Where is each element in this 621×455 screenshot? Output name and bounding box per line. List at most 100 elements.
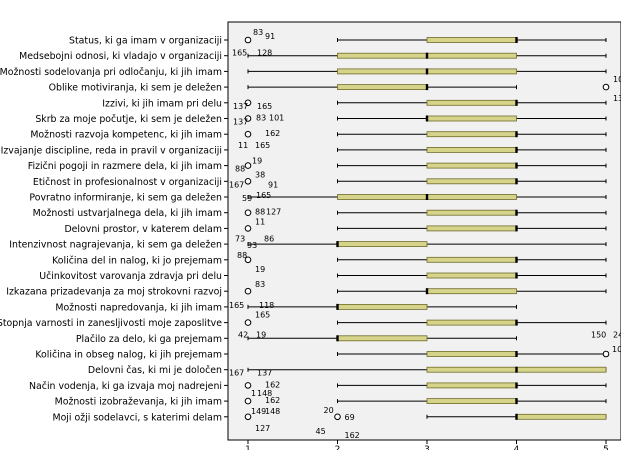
box-row: Učinkovitost varovanja zdravja pri delu xyxy=(39,271,607,282)
outlier-label: 19 xyxy=(252,157,262,166)
box xyxy=(337,84,428,90)
box xyxy=(516,413,607,420)
outlier-label: 104 xyxy=(613,75,621,84)
box-row: Količina del in nalog, ki jo prejemam 88 1… xyxy=(52,251,607,274)
box-row: Možnosti razvoja kompetenc, ki jih imam 1… xyxy=(30,129,607,141)
outlier-label: 86 xyxy=(264,234,274,243)
box-row: Fizični pogoji in razmere dela, ki jih i… xyxy=(28,157,607,174)
outlier-label: 19 xyxy=(255,265,265,274)
box-row: Izzivi, ki jih imam pri delu 131 137 165 xyxy=(102,94,621,111)
outlier-label: 1 xyxy=(251,389,256,398)
outlier-label: 148 xyxy=(265,407,280,416)
outlier-point xyxy=(602,83,610,91)
category-label: Povratno informiranje, ki sem ga deležen xyxy=(29,193,222,204)
outlier-label: 93 xyxy=(247,241,257,250)
outlier-label: 137 xyxy=(257,369,272,378)
outlier-point xyxy=(334,413,341,421)
category-label: Izkazana prizadevanja za moj strokovni r… xyxy=(6,287,222,298)
x-axis: 1 2 3 4 5 xyxy=(245,440,609,455)
box xyxy=(337,335,428,342)
x-tick-label: 5 xyxy=(603,445,609,450)
box-row: Možnosti ustvarjalnega dela, ki jih imam… xyxy=(33,208,607,219)
box xyxy=(337,303,428,310)
box-row: Izvajanje discipline, reda in pravil v o… xyxy=(1,141,607,156)
box-row: Delovni prostor, v katerem delam 11 73 86 xyxy=(64,217,607,243)
outlier-point xyxy=(244,256,252,264)
outlier-point xyxy=(244,115,252,122)
category-label: Način vodenja, ki ga izvaja moj nadrejen… xyxy=(29,381,222,392)
box xyxy=(426,351,517,357)
category-label: Količina del in nalog, ki jo prejemam xyxy=(52,255,222,266)
outlier-label: 137 xyxy=(233,118,248,127)
outlier-label: 20 xyxy=(324,406,334,415)
outlier-label: 165 xyxy=(256,191,271,200)
category-label: Učinkovitost varovanja zdravja pri delu xyxy=(39,271,222,282)
box xyxy=(426,256,517,263)
category-label: Možnosti ustvarjalnega dela, ki jih imam xyxy=(33,208,222,219)
outlier-label: 162 xyxy=(265,380,280,389)
box xyxy=(426,382,517,389)
box-row: Povratno informiranje, ki sem ga deležen… xyxy=(29,191,607,204)
outlier-label: 11 xyxy=(238,141,248,150)
outlier-label: 165 xyxy=(255,141,270,150)
outlier-label: 167 xyxy=(229,369,244,378)
outlier-label: 148 xyxy=(257,389,272,398)
outlier-label: 38 xyxy=(255,170,265,179)
box-row: Intenzivnost nagrajevanja, ki sem ga del… xyxy=(9,240,607,251)
x-tick-label: 3 xyxy=(424,445,430,450)
outlier-label: 165 xyxy=(255,311,270,320)
category-label: Delovni čas, ki mi je določen xyxy=(88,365,222,376)
box-row: Možnosti izobraževanja, ki jih imam 1 1481… xyxy=(55,389,607,408)
outlier-point xyxy=(244,397,252,405)
outlier-label: 24 xyxy=(613,330,621,339)
box-row: Skrb za moje počutje, ki sem je deležen 1… xyxy=(35,114,607,127)
category-label: Plačilo za delo, ki ga prejemam xyxy=(76,334,222,345)
outlier-point xyxy=(244,130,252,138)
outlier-label: 42 xyxy=(238,330,248,339)
box-row: Medsebojni odnosi, ki vladajo v organiza… xyxy=(19,49,607,62)
outlier-label: 107 xyxy=(612,345,621,354)
box-row: Način vodenja, ki ga izvaja moj nadrejen… xyxy=(29,380,607,392)
category-label: Fizični pogoji in razmere dela, ki jih i… xyxy=(28,161,222,172)
box-row: Plačilo za delo, ki ga prejemam 42 19 150 24 xyxy=(76,330,621,345)
category-label: Stopnja varnosti in zanesljivosti moje z… xyxy=(0,318,222,329)
box-row: Stopnja varnosti in zanesljivosti moje z… xyxy=(0,311,607,329)
category-label: Možnosti sodelovanja pri odločanju, ki j… xyxy=(0,67,222,78)
outlier-label: 59 xyxy=(242,194,252,203)
outlier-label: 83 xyxy=(255,280,265,289)
box xyxy=(426,131,517,138)
outlier-point xyxy=(244,382,252,389)
category-label: Izvajanje discipline, reda in pravil v o… xyxy=(1,145,222,156)
category-label: Intenzivnost nagrajevanja, ki sem ga del… xyxy=(9,240,222,251)
outlier-point xyxy=(244,287,252,295)
outlier-label: 137 xyxy=(233,102,248,111)
outlier-label: 150 xyxy=(591,330,606,339)
category-label: Moji ožji sodelavci, s katerimi delam xyxy=(52,412,222,423)
outlier-point xyxy=(602,350,610,358)
box xyxy=(426,288,517,295)
outlier-label: 91 xyxy=(265,32,275,41)
outlier-label: 88 xyxy=(237,251,247,260)
outlier-label: 127 xyxy=(266,208,281,217)
outlier-label: 165 xyxy=(257,102,272,111)
box xyxy=(426,398,517,405)
category-label: Delovni prostor, v katerem delam xyxy=(64,224,222,235)
box xyxy=(426,319,517,326)
outlier-point xyxy=(244,319,252,326)
outlier-point xyxy=(244,413,252,421)
outlier-label: 19 xyxy=(256,330,266,339)
outlier-point xyxy=(244,178,252,185)
outlier-label: 162 xyxy=(345,431,360,440)
box-row: Oblike motiviranja, ki sem je deležen 104 xyxy=(49,75,621,94)
category-label: Možnosti napredovanja, ki jih imam xyxy=(55,302,222,313)
box xyxy=(426,37,517,43)
box-row: Možnosti sodelovanja pri odločanju, ki j… xyxy=(0,67,607,78)
outlier-label: 88 xyxy=(235,165,245,174)
outlier-label: 167 xyxy=(229,180,244,189)
outlier-label: 83 xyxy=(253,28,263,37)
category-label: Etičnost in profesionalnost v organizaci… xyxy=(33,177,222,188)
category-label: Status, ki ga imam v organizaciji xyxy=(69,36,222,47)
box xyxy=(426,115,517,122)
